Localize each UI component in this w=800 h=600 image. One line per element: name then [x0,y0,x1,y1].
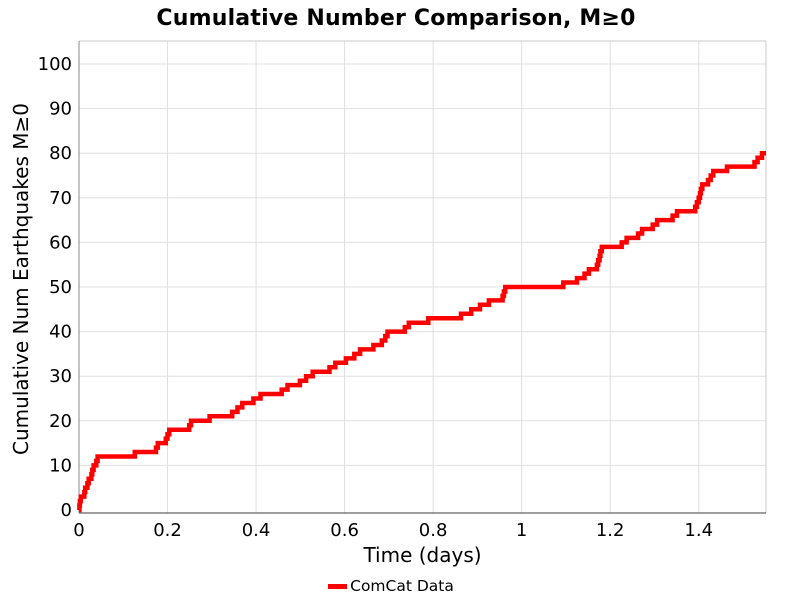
y-tick-label: 20 [49,411,72,432]
x-tick-label: 1 [516,520,527,541]
y-tick-label: 50 [49,277,72,298]
chart-title: Cumulative Number Comparison, M≥0 [156,6,636,31]
x-tick-label: 1.4 [684,520,713,541]
y-tick-label: 90 [49,99,72,120]
x-tick-label: 0.2 [153,520,182,541]
legend: ComCat Data [0,576,782,596]
y-tick-label: 40 [49,322,72,343]
x-tick-label: 0.4 [242,520,271,541]
legend-line-swatch [328,584,348,589]
x-tick-label: 0.6 [330,520,359,541]
x-tick-label: 0 [73,520,84,541]
y-tick-label: 10 [49,455,72,476]
x-axis-label: Time (days) [363,543,482,567]
y-tick-label: 70 [49,188,72,209]
y-tick-label: 80 [49,143,72,164]
x-tick-label: 1.2 [596,520,625,541]
y-tick-label: 60 [49,232,72,253]
y-tick-label: 100 [38,54,72,75]
y-tick-label: 30 [49,366,72,387]
y-tick-label: 0 [61,500,72,521]
legend-label: ComCat Data [350,577,454,595]
x-tick-label: 0.8 [419,520,448,541]
comcat-data-line [77,150,766,513]
